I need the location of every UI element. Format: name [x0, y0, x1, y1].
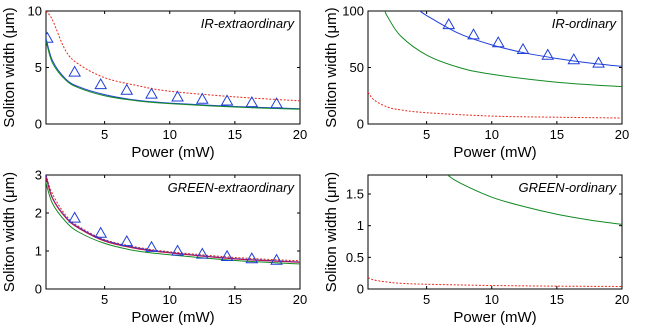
- plot-frame: [367, 174, 623, 290]
- y-tick-label: 2: [35, 206, 42, 221]
- panel-2: 5 10 15 20 0 50 100 Power (mW) Soliton width (μm…: [323, 4, 629, 162]
- data-marker-triangle: [171, 244, 184, 256]
- data-marker-triangle: [245, 96, 259, 108]
- series-line-solid: [46, 37, 300, 110]
- series-line-solid: [46, 176, 300, 263]
- y-tick-label: 1: [35, 244, 42, 259]
- plot-frame: [45, 174, 301, 290]
- y-tick-label: 3: [35, 168, 42, 183]
- data-marker-triangle: [491, 36, 505, 48]
- y-tick-label: 1: [357, 218, 364, 233]
- data-marker-triangle: [94, 77, 108, 90]
- y-tick-label: 1.5: [346, 187, 364, 202]
- x-tick-label: 15: [228, 127, 242, 142]
- panel-title: GREEN-extraordinary: [168, 180, 296, 195]
- data-marker-triangle: [245, 252, 259, 264]
- series-line-solid: [384, 11, 622, 88]
- y-axis-label: Soliton width (μm): [1, 172, 18, 292]
- x-tick-label: 10: [163, 127, 177, 142]
- data-marker-triangle: [516, 42, 530, 55]
- x-tick-label: 15: [550, 292, 564, 307]
- x-tick-label: 5: [423, 127, 430, 142]
- x-tick-label: 10: [485, 292, 499, 307]
- data-marker-triangle: [68, 65, 82, 77]
- data-marker-triangle: [270, 97, 283, 109]
- x-tick-label: 10: [163, 292, 177, 307]
- y-tick-label: 0: [357, 282, 364, 297]
- panel-title: IR-ordinary: [552, 16, 618, 31]
- x-tick-label: 5: [423, 292, 430, 307]
- y-tick-label: 100: [342, 4, 364, 19]
- y-axis-label: Soliton width (μm): [1, 7, 18, 127]
- y-axis-label: Soliton width (μm): [323, 172, 340, 292]
- series-line-solid: [46, 40, 300, 110]
- y-axis-label: Soliton width (μm): [323, 7, 340, 127]
- y-tick-label: 5: [35, 60, 42, 75]
- y-tick-label: 0: [35, 282, 42, 297]
- data-marker-triangle: [145, 240, 158, 252]
- data-marker-triangle: [68, 211, 82, 223]
- panel-title: IR-extraordinary: [201, 16, 296, 31]
- x-axis-label: Power (mW): [131, 144, 214, 161]
- x-axis-label: Power (mW): [131, 309, 214, 326]
- data-marker-triangle: [567, 53, 581, 65]
- panel-3: 5 10 15 20 0 1 2 3 Power (mW) Soliton width (μm) G…: [1, 168, 307, 327]
- data-marker-triangle: [442, 18, 456, 30]
- data-marker-triangle: [171, 90, 184, 102]
- data-marker-triangle: [592, 56, 605, 68]
- x-tick-label: 10: [485, 127, 499, 142]
- series-line-dotted: [368, 92, 622, 119]
- y-tick-label: 50: [350, 60, 364, 75]
- data-marker-triangle: [467, 28, 480, 40]
- series-line-solid: [419, 11, 622, 67]
- x-axis-label: Power (mW): [453, 144, 536, 161]
- y-tick-label: 0: [35, 117, 42, 132]
- x-tick-label: 20: [615, 127, 629, 142]
- x-tick-label: 15: [228, 292, 242, 307]
- data-marker-triangle: [145, 87, 158, 99]
- data-marker-triangle: [541, 48, 555, 60]
- series-line-dotted: [46, 175, 300, 262]
- data-marker-triangle: [195, 247, 209, 259]
- x-tick-label: 20: [293, 127, 307, 142]
- data-marker-triangle: [94, 226, 108, 238]
- panel-4: 5 10 15 20 0 0.5 1 1.5 Power (mW) Soliton width (…: [323, 172, 629, 326]
- data-marker-triangle: [120, 234, 134, 247]
- panel-1: 5 10 15 20 0 5 10 Power (mW) Soliton width (μm) I…: [1, 4, 307, 162]
- x-tick-label: 5: [101, 292, 108, 307]
- data-marker-triangle: [46, 31, 54, 43]
- data-marker-triangle: [270, 253, 283, 265]
- y-tick-label: 0.5: [346, 250, 364, 265]
- x-axis-label: Power (mW): [453, 309, 536, 326]
- series-line-solid: [447, 175, 622, 225]
- data-marker-triangle: [195, 92, 209, 104]
- x-tick-label: 5: [101, 127, 108, 142]
- x-tick-label: 20: [293, 292, 307, 307]
- y-tick-label: 0: [357, 117, 364, 132]
- x-tick-label: 20: [615, 292, 629, 307]
- data-marker-triangle: [120, 83, 134, 95]
- panel-title: GREEN-ordinary: [518, 180, 617, 195]
- x-tick-label: 15: [550, 127, 564, 142]
- y-tick-label: 10: [28, 4, 42, 19]
- data-marker-triangle: [220, 94, 234, 106]
- series-line-dotted: [368, 277, 622, 287]
- data-marker-triangle: [220, 249, 234, 261]
